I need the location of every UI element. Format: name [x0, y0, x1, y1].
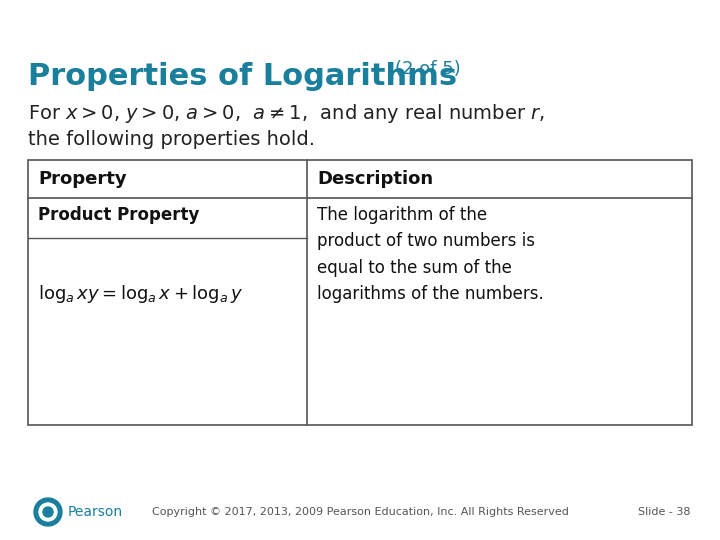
Text: $\log_a xy = \log_a x + \log_a y$: $\log_a xy = \log_a x + \log_a y$	[38, 283, 243, 305]
Text: the following properties hold.: the following properties hold.	[28, 130, 315, 149]
Bar	[28, 160, 692, 425]
Text: For $x > 0$, $y > 0$, $a > 0$,  $a \neq 1$,  and any real number $r$,: For $x > 0$, $y > 0$, $a > 0$, $a \neq 1…	[28, 102, 545, 125]
Text: Slide - 38: Slide - 38	[637, 507, 690, 517]
Circle shape	[39, 503, 57, 521]
Text: Pearson: Pearson	[68, 505, 123, 519]
Text: The logarithm of the
product of two numbers is
equal to the sum of the
logarithm: The logarithm of the product of two numb…	[317, 206, 544, 303]
Text: Property: Property	[38, 170, 127, 188]
Text: Properties of Logarithms: Properties of Logarithms	[28, 62, 457, 91]
Circle shape	[34, 498, 62, 526]
Text: Product Property: Product Property	[38, 206, 199, 224]
Text: (2 of 5): (2 of 5)	[395, 60, 461, 78]
Text: Description: Description	[317, 170, 433, 188]
Text: Copyright © 2017, 2013, 2009 Pearson Education, Inc. All Rights Reserved: Copyright © 2017, 2013, 2009 Pearson Edu…	[152, 507, 568, 517]
Circle shape	[43, 507, 53, 517]
